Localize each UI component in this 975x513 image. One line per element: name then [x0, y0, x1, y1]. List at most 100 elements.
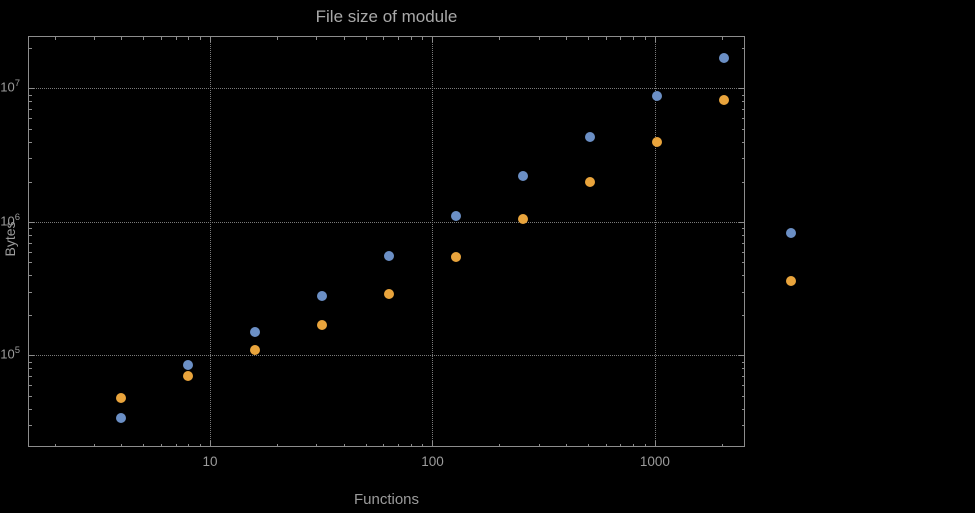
y-tick [741, 141, 745, 143]
x-tick [644, 36, 646, 40]
y-tick [741, 48, 745, 50]
x-tick [93, 443, 95, 447]
y-tick [28, 221, 34, 223]
x-tick [199, 36, 201, 40]
data-point-orange-series [585, 176, 596, 187]
x-tick [175, 36, 177, 40]
x-tick [499, 443, 501, 447]
data-point-orange-series [719, 94, 730, 105]
data-point-blue-series [384, 250, 395, 261]
x-tick [605, 36, 607, 40]
data-point-blue-series [518, 171, 529, 182]
x-tick [188, 443, 190, 447]
y-gridline [28, 355, 745, 357]
data-point-blue-series [719, 52, 730, 63]
x-tick [343, 443, 345, 447]
x-tick [175, 443, 177, 447]
plot-frame [28, 36, 745, 447]
x-tick [316, 36, 318, 40]
y-tick [741, 109, 745, 111]
y-gridline [28, 88, 745, 90]
y-tick [28, 425, 32, 427]
x-axis-label: Functions [353, 491, 420, 508]
x-tick [160, 36, 162, 40]
data-point-orange-series [250, 344, 261, 355]
y-tick [741, 361, 745, 363]
data-point-orange-series [183, 371, 194, 382]
x-tick [410, 443, 412, 447]
y-tick [28, 94, 32, 96]
x-tick [620, 443, 622, 447]
x-tick-label: 1000 [639, 454, 670, 469]
x-tick [210, 36, 211, 42]
x-tick [383, 36, 385, 40]
x-tick [499, 36, 501, 40]
x-tick [121, 443, 123, 447]
y-tick [741, 408, 745, 410]
y-tick [741, 376, 745, 378]
data-point-blue-series [652, 90, 663, 101]
y-tick [741, 118, 745, 120]
x-tick [538, 443, 540, 447]
y-tick [741, 291, 745, 293]
y-tick [739, 88, 745, 90]
y-tick [741, 181, 745, 183]
x-tick [721, 443, 723, 447]
data-point-blue-series [786, 228, 797, 239]
x-tick [566, 36, 568, 40]
x-tick [316, 443, 318, 447]
x-tick [365, 36, 367, 40]
x-tick [199, 443, 201, 447]
y-tick [28, 251, 32, 253]
data-point-orange-series [652, 136, 663, 147]
x-tick [620, 36, 622, 40]
x-tick [398, 36, 399, 40]
data-point-orange-series [317, 319, 328, 330]
y-tick [28, 141, 32, 143]
x-tick-label: 10 [202, 454, 218, 469]
y-tick-label: 107 [0, 78, 20, 95]
x-gridline [654, 36, 656, 447]
y-tick [28, 181, 32, 183]
y-tick [28, 128, 32, 130]
y-tick [28, 376, 32, 378]
chart-title: File size of module [315, 7, 458, 26]
y-tick [28, 368, 32, 370]
x-tick [343, 36, 345, 40]
y-tick [741, 368, 745, 370]
x-tick [398, 443, 399, 447]
y-tick [741, 315, 745, 317]
y-tick [739, 221, 745, 223]
x-tick [121, 36, 123, 40]
x-tick [210, 441, 211, 447]
x-tick [276, 443, 278, 447]
y-tick [741, 94, 745, 96]
y-tick-label: 105 [0, 345, 20, 362]
x-tick [432, 441, 434, 447]
y-tick [28, 275, 32, 277]
x-tick [654, 441, 656, 447]
y-tick [741, 158, 745, 160]
x-tick [143, 36, 145, 40]
x-tick [605, 443, 607, 447]
x-tick [365, 443, 367, 447]
data-point-orange-series [116, 392, 127, 403]
y-tick [28, 101, 32, 103]
y-tick [741, 101, 745, 103]
x-tick [383, 443, 385, 447]
y-tick [741, 395, 745, 397]
y-tick [741, 425, 745, 427]
y-tick [739, 355, 745, 357]
data-point-orange-series [384, 288, 395, 299]
y-tick [28, 88, 34, 90]
x-tick [633, 36, 635, 40]
y-tick [741, 242, 745, 244]
y-tick [28, 355, 34, 357]
x-tick [566, 443, 568, 447]
x-tick [143, 443, 145, 447]
x-tick-label: 100 [421, 454, 444, 469]
x-tick [432, 36, 434, 42]
y-tick [28, 48, 32, 50]
